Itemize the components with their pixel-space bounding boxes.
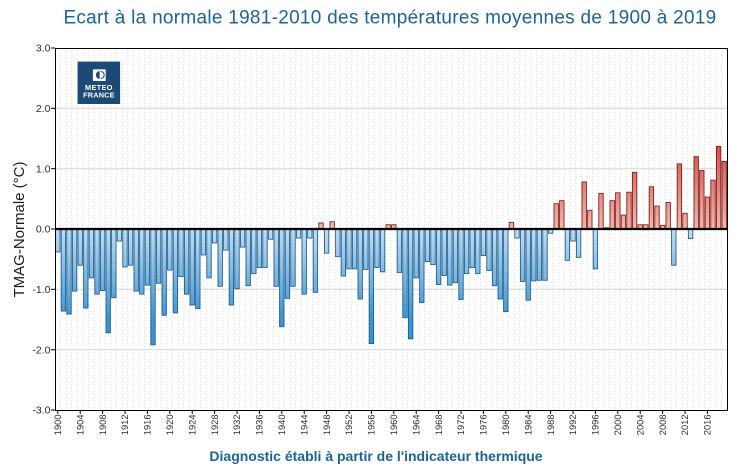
svg-text:1988: 1988 [546,415,556,436]
svg-text:TMAG-Normale (°C): TMAG-Normale (°C) [11,161,28,297]
svg-text:1984: 1984 [523,415,533,436]
svg-text:1980: 1980 [501,415,511,436]
svg-text:1964: 1964 [411,415,421,436]
svg-text:1976: 1976 [479,415,489,436]
svg-text:2.0: 2.0 [36,103,51,115]
svg-text:1920: 1920 [165,415,175,436]
svg-text:-1.0: -1.0 [32,284,50,296]
svg-text:1940: 1940 [277,415,287,436]
svg-text:3.0: 3.0 [36,43,51,55]
svg-text:1944: 1944 [299,415,309,436]
svg-text:1936: 1936 [255,415,265,436]
svg-text:0.0: 0.0 [36,224,51,236]
svg-text:1912: 1912 [120,415,130,436]
svg-text:1904: 1904 [75,415,85,436]
svg-text:1972: 1972 [456,415,466,436]
svg-text:FRANCE: FRANCE [83,91,115,100]
svg-text:1952: 1952 [344,415,354,436]
svg-text:2004: 2004 [635,415,645,436]
svg-text:1948: 1948 [322,415,332,436]
svg-text:METEO: METEO [85,83,113,92]
svg-text:Ecart à la normale 1981-2010 d: Ecart à la normale 1981-2010 des tempéra… [63,8,716,29]
svg-text:1916: 1916 [143,415,153,436]
svg-text:1924: 1924 [187,415,197,436]
svg-text:1992: 1992 [568,415,578,436]
svg-text:2000: 2000 [613,415,623,436]
svg-text:1908: 1908 [98,415,108,436]
svg-text:1968: 1968 [434,415,444,436]
svg-text:2008: 2008 [658,415,668,436]
svg-text:1928: 1928 [210,415,220,436]
svg-text:-3.0: -3.0 [32,405,50,417]
svg-text:1996: 1996 [591,415,601,436]
svg-text:1956: 1956 [367,415,377,436]
svg-text:1.0: 1.0 [36,163,51,175]
svg-text:1932: 1932 [232,415,242,436]
svg-text:2016: 2016 [703,415,713,436]
svg-text:-2.0: -2.0 [32,344,50,356]
svg-text:1900: 1900 [53,415,63,436]
svg-text:1960: 1960 [389,415,399,436]
svg-text:Diagnostic établi à partir de: Diagnostic établi à partir de l'indicate… [209,448,542,464]
svg-text:2012: 2012 [680,415,690,436]
